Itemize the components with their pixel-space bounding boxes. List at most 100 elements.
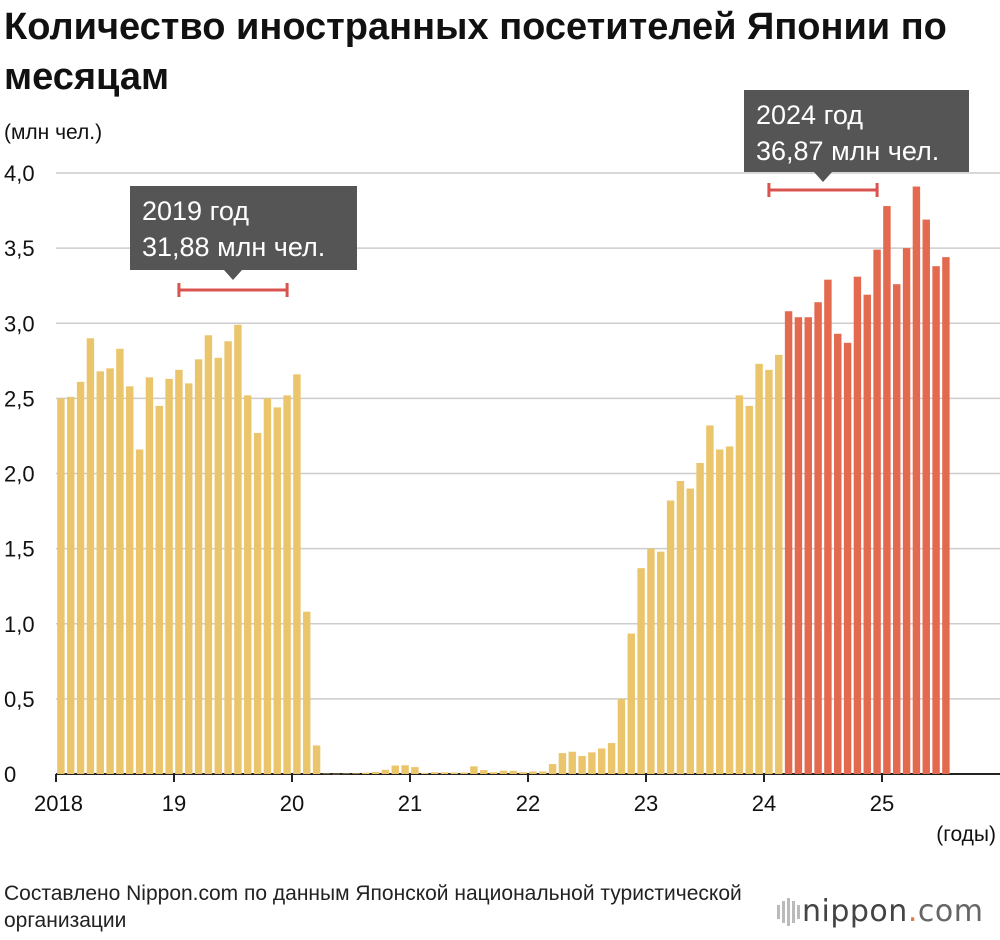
bar: [529, 771, 537, 774]
logo-mark-icon: [777, 897, 800, 926]
y-tick-label: 2,5: [4, 386, 35, 411]
chart-title: Количество иностранных посетителей Япони…: [4, 6, 947, 98]
bar: [106, 368, 114, 774]
bar: [637, 568, 645, 774]
bar: [332, 773, 340, 775]
bar: [942, 257, 950, 774]
y-tick-label: 4,0: [4, 161, 35, 186]
bar: [342, 773, 350, 775]
bar: [480, 770, 488, 774]
annotation-pointer: [814, 172, 832, 182]
bar: [706, 425, 714, 774]
y-tick-label: 0,5: [4, 687, 35, 712]
bar: [725, 446, 734, 774]
bar: [470, 766, 478, 774]
bar: [804, 317, 812, 774]
bar-chart: 4,0 3,5 3,0 2,5 2,0 1,5 1,0 0,5 0 2018 19 20 21 22 23…: [4, 90, 1000, 846]
annotation-year: 2019 год: [142, 196, 249, 226]
y-tick-label: 2,0: [4, 462, 35, 487]
bar: [165, 378, 173, 774]
bar: [194, 359, 203, 774]
bar: [765, 369, 773, 774]
x-tick-label: 23: [634, 791, 658, 816]
bar: [617, 699, 626, 774]
bar: [922, 219, 930, 774]
bar: [352, 773, 360, 774]
bar: [499, 770, 508, 774]
bar: [96, 371, 104, 774]
bar: [794, 317, 803, 774]
annotation-2019: 2019 год 31,88 млн чел.: [130, 186, 357, 297]
source-note: Составлено Nippon.com по данным Японской…: [4, 882, 742, 932]
annotation-total: 31,88 млн чел.: [142, 232, 325, 262]
bar: [932, 266, 940, 774]
bar: [607, 743, 616, 774]
bar: [568, 751, 576, 774]
bar: [175, 369, 183, 774]
bar: [735, 395, 744, 774]
x-tick-label: 21: [398, 791, 422, 816]
bar: [204, 335, 213, 774]
bar: [460, 772, 468, 774]
bar: [116, 348, 124, 774]
bar: [647, 548, 655, 775]
bar: [224, 341, 232, 774]
x-tick-label: 25: [870, 791, 894, 816]
y-axis-label: (млн чел.): [4, 121, 102, 144]
bar-series: [57, 186, 950, 775]
bar: [312, 745, 321, 774]
x-tick-label: 20: [280, 791, 304, 816]
bar: [893, 284, 901, 774]
bar: [863, 294, 871, 774]
bar: [598, 748, 606, 774]
bar: [745, 405, 753, 774]
bar: [450, 772, 458, 774]
y-tick-label: 3,0: [4, 311, 35, 336]
nippon-logo: nippon.com: [776, 894, 983, 929]
bar: [588, 752, 596, 774]
x-tick-label: 19: [162, 791, 186, 816]
bar: [303, 611, 311, 774]
bar: [509, 770, 517, 774]
bar: [76, 381, 85, 774]
bar: [293, 374, 301, 774]
bar: [676, 481, 685, 774]
bar: [214, 357, 222, 774]
bar: [401, 765, 409, 774]
bar: [263, 398, 272, 775]
logo-text: nippon.com: [802, 894, 984, 929]
bar: [843, 342, 852, 774]
x-axis-label: (годы): [936, 823, 996, 846]
bar: [322, 773, 331, 775]
bar: [834, 333, 842, 774]
bar: [883, 206, 891, 774]
bar: [519, 772, 527, 774]
annotation-year: 2024 год: [756, 100, 863, 130]
bar: [873, 249, 881, 774]
bar: [273, 407, 281, 774]
bar: [155, 405, 163, 774]
annotation-box: [130, 186, 357, 270]
bar: [657, 551, 665, 774]
bar: [755, 363, 763, 774]
bar: [902, 248, 911, 775]
bar: [775, 354, 783, 774]
x-tick-label: 24: [752, 791, 776, 816]
bar: [824, 279, 832, 774]
bar: [912, 186, 921, 774]
bar: [440, 772, 449, 774]
annotation-2024: 2024 год 36,87 млн чел.: [744, 90, 969, 197]
bar: [283, 395, 291, 774]
bar: [627, 633, 635, 774]
bar: [253, 432, 262, 774]
bar: [244, 395, 252, 774]
bar: [421, 772, 429, 774]
y-tick-label: 1,0: [4, 612, 35, 637]
y-tick-labels: 4,0 3,5 3,0 2,5 2,0 1,5 1,0 0,5 0: [4, 161, 35, 787]
bar: [853, 276, 862, 774]
bar: [686, 488, 694, 774]
bar: [371, 771, 380, 774]
bar: [489, 772, 498, 774]
bar: [57, 398, 65, 775]
bar: [185, 383, 193, 774]
